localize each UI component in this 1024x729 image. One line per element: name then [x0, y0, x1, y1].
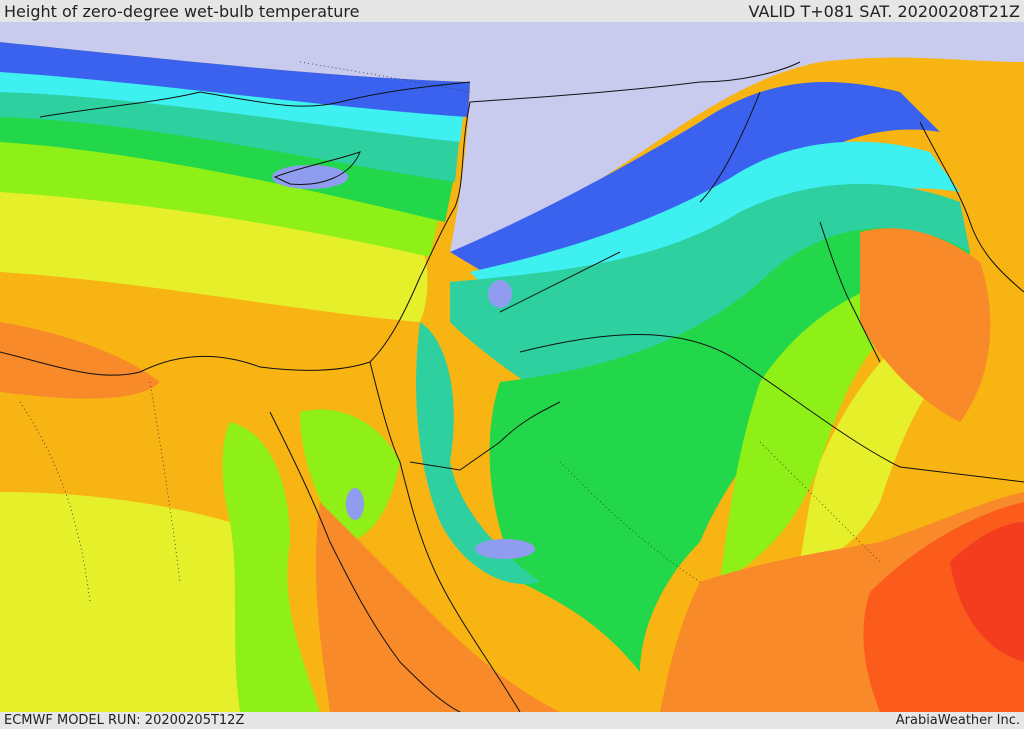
band-yellow-egypt [0, 492, 240, 712]
border-syria-turkey [469, 61, 801, 103]
band-green-med [0, 102, 455, 222]
band-yellow-med [0, 172, 428, 322]
band-green-east [489, 228, 970, 672]
border-jordan-saudi [409, 401, 561, 471]
coastline-turkey [39, 81, 471, 118]
levant-patch [488, 280, 512, 308]
band-orange-gulf [860, 228, 991, 422]
footer-bar [0, 712, 1024, 729]
band-orange-west [0, 322, 160, 399]
band-red-core [950, 522, 1024, 662]
coastline-gulf [819, 221, 881, 363]
band-lime-egypt [222, 422, 320, 712]
coastline-red-sea-west [269, 411, 461, 712]
forecast-map [0, 22, 1024, 712]
model-run: ECMWF MODEL RUN: 20200205T12Z [4, 713, 245, 728]
border-sinai [369, 361, 401, 463]
band-blue-east [450, 82, 940, 282]
band-blue-north [0, 42, 470, 117]
border-iraq-iran [699, 91, 761, 203]
sinai-patch [346, 488, 364, 520]
band-lime-med [0, 122, 440, 257]
border-iraq-saudi [519, 334, 1024, 483]
border-iran-gulf [919, 121, 1024, 293]
valid-time: VALID T+081 SAT. 20200208T21Z [748, 2, 1020, 21]
header-bar [0, 0, 1024, 22]
map-canvas [0, 22, 1024, 712]
band-teal-sinai [416, 322, 540, 584]
internal-borders [19, 61, 881, 603]
map-title: Height of zero-degree wet-bulb temperatu… [4, 2, 360, 21]
hejaz-patch [475, 539, 535, 559]
credit-label: ArabiaWeather Inc. [895, 713, 1020, 728]
band-below-ground-north [0, 22, 1024, 252]
coastline-red-sea-east [399, 461, 521, 712]
band-orange-redsea [315, 502, 560, 712]
band-cyan-med [0, 62, 465, 142]
coastline-north-africa [0, 101, 471, 376]
band-lime-east [720, 272, 930, 582]
borders-layer [0, 61, 1024, 712]
cyprus-outline [273, 151, 361, 186]
border-iraq-syria [499, 251, 621, 313]
